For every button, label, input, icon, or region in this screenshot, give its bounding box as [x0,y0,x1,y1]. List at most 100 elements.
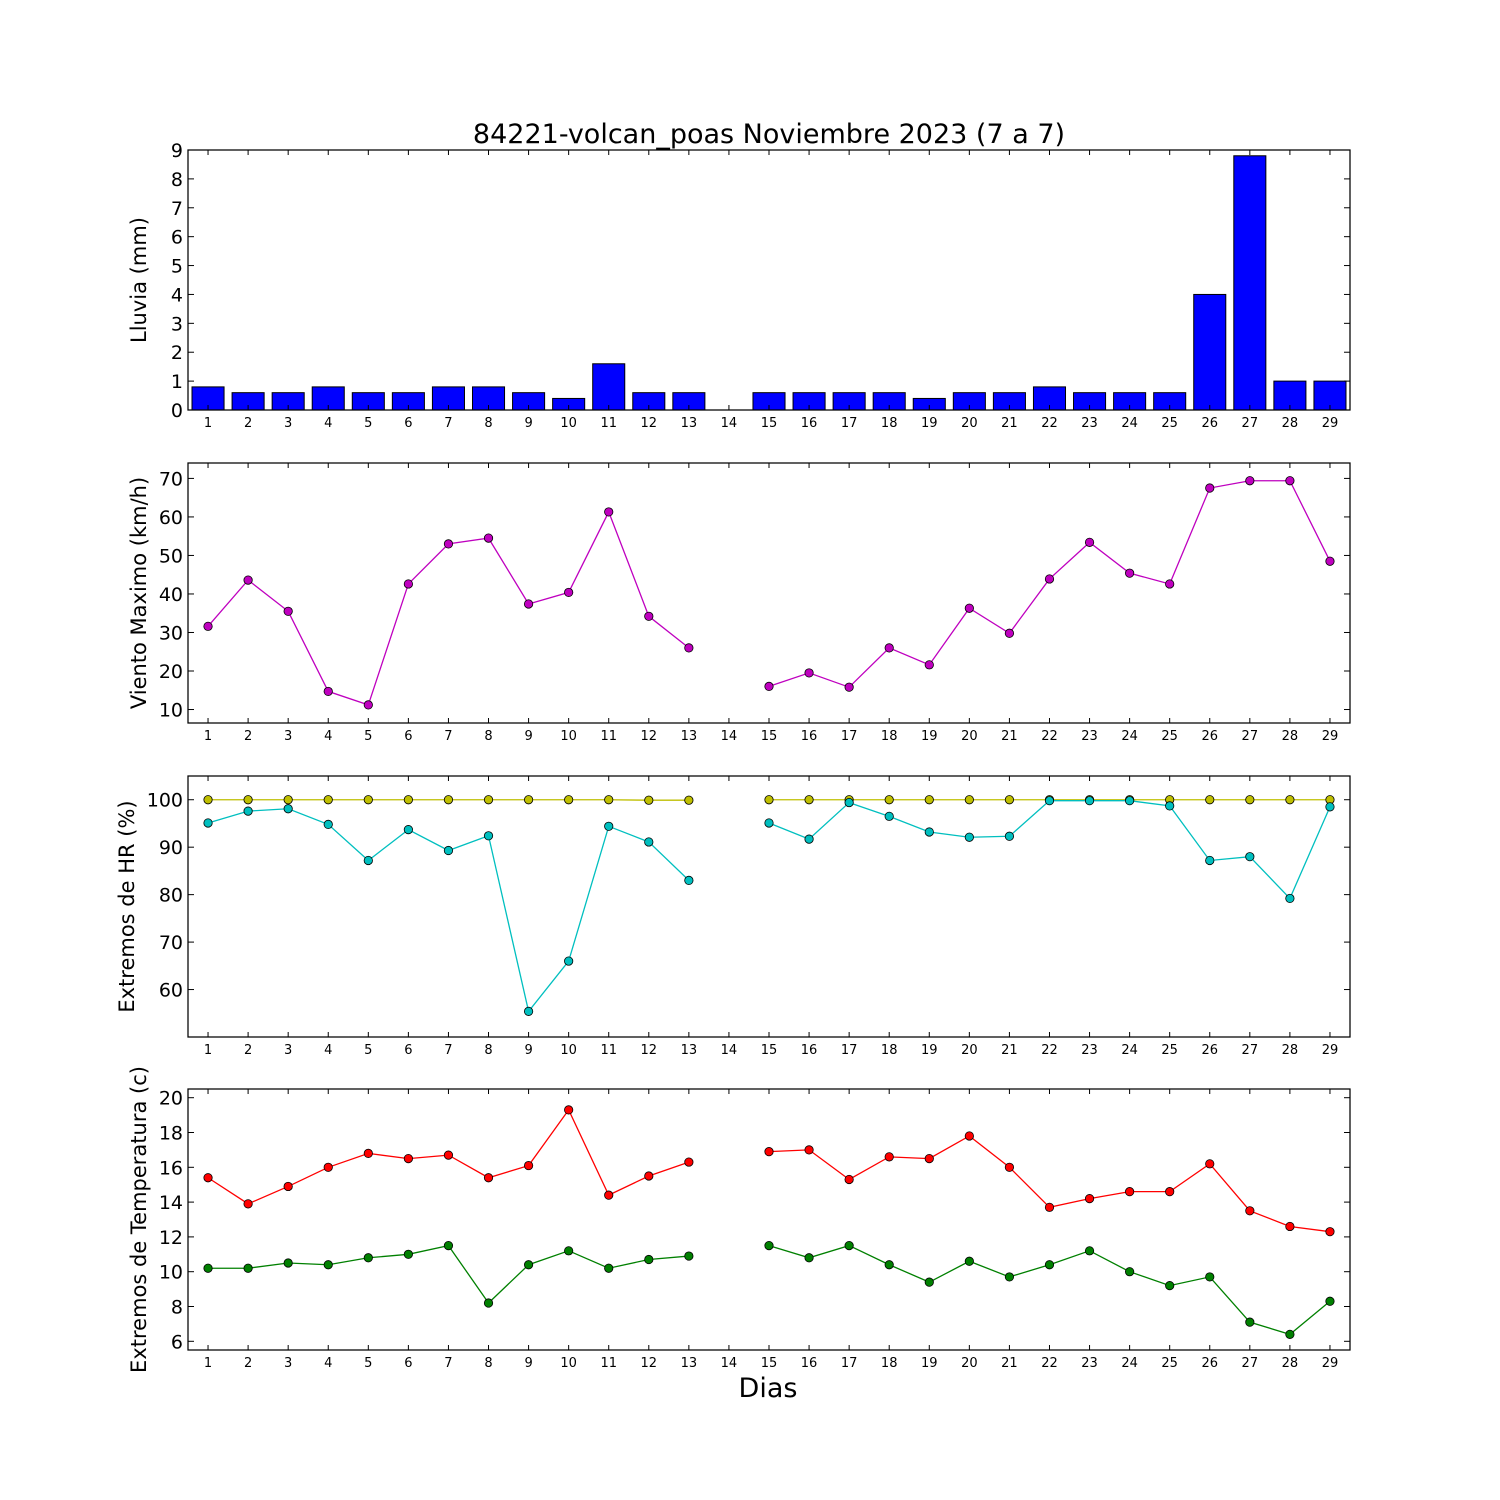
series-1-point-day-13 [684,1157,694,1167]
x-tick-label: 26 [1201,1043,1218,1058]
y-tick-label: 80 [159,885,183,907]
x-tick-label: 14 [721,729,738,744]
y-tick-label: 7 [171,198,183,220]
series-1-point-day-20 [964,603,974,613]
series-1-point-day-4 [323,1162,333,1172]
x-tick-label: 2 [244,416,252,431]
series-1-point-day-21 [1004,795,1015,805]
series-2-point-day-5 [363,1253,373,1263]
y-tick-label: 6 [171,227,183,249]
x-tick-label: 3 [284,1356,292,1371]
y-tick-label: 70 [159,932,183,954]
series-2-point-day-8 [483,831,494,841]
x-tick-label: 28 [1282,729,1299,744]
y-tick-label: 18 [159,1123,183,1145]
x-tick-label: 26 [1201,729,1218,744]
x-tick-label: 22 [1041,1356,1058,1371]
x-tick-label: 22 [1041,416,1058,431]
series-2-point-day-19 [924,827,934,837]
x-tick-label: 1 [204,416,212,431]
x-tick-label: 21 [1001,729,1018,744]
y-tick-label: 2 [171,342,183,364]
series-2-point-day-16 [804,1253,814,1263]
y-axis-label: Extremos de Temperatura (c) [127,1066,151,1373]
series-1-point-day-2 [243,575,253,585]
series-2-point-day-29 [1325,802,1335,812]
x-tick-label: 16 [801,1043,818,1058]
x-tick-label: 3 [284,416,292,431]
x-tick-label: 19 [921,1356,938,1371]
x-tick-label: 27 [1242,1043,1259,1058]
y-axis-label: Lluvia (mm) [127,217,151,343]
y-tick-label: 6 [171,1331,183,1353]
x-tick-label: 23 [1081,729,1098,744]
x-tick-label: 9 [524,729,532,744]
x-tick-label: 21 [1001,1043,1018,1058]
series-2-point-day-2 [243,806,253,816]
x-tick-label: 29 [1322,729,1339,744]
series-2-point-day-29 [1325,1296,1335,1306]
series-2-point-day-25 [1165,1281,1175,1291]
x-tick-label: 27 [1242,416,1259,431]
x-tick-label: 28 [1282,1356,1299,1371]
series-1-point-day-13 [684,643,694,653]
series-2-point-day-13 [684,875,694,886]
series-1-point-day-8 [483,533,494,543]
series-2-point-day-26 [1205,855,1215,866]
x-tick-label: 29 [1322,1356,1339,1371]
panel-1: 1 2 3 4 5 6 7 8 9 10 11 12 13 14 15 16 17 18 19 20 21 22 23 24 2… [127,140,1351,431]
series-1-point-day-7 [443,795,454,805]
series-1-point-day-12 [644,1171,654,1181]
x-tick-label: 14 [721,1043,738,1058]
series-2-line-1 [208,1244,689,1305]
y-tick-label: 5 [171,256,183,278]
y-tick-label: 8 [171,169,183,191]
x-tick-label: 12 [641,1356,658,1371]
x-tick-label: 1 [204,1043,212,1058]
series-2-point-day-18 [884,811,894,821]
series-2-point-day-23 [1084,1246,1095,1256]
series-2-point-day-2 [243,1263,253,1273]
x-tick-label: 4 [324,1356,332,1371]
series-1-point-day-5 [363,1148,373,1158]
x-tick-label: 1 [204,729,212,744]
series-1-point-day-9 [523,599,534,609]
series-2-point-day-3 [283,1258,293,1268]
series-2-point-day-15 [764,1241,774,1251]
series-1-point-day-18 [884,643,894,653]
series-1-point-day-19 [924,795,934,805]
x-tick-label: 23 [1081,416,1098,431]
x-tick-label: 8 [484,416,492,431]
y-tick-label: 8 [171,1297,183,1319]
series-2-point-day-28 [1285,1329,1295,1339]
x-tick-label: 27 [1242,729,1259,744]
x-tick-label: 12 [641,1043,658,1058]
x-tick-label: 16 [801,729,818,744]
series-1-point-day-22 [1044,574,1055,584]
x-tick-label: 20 [961,416,978,431]
x-tick-label: 19 [921,416,938,431]
series-2-point-day-15 [764,818,774,828]
x-tick-label: 16 [801,416,818,431]
x-tick-label: 14 [721,1356,738,1371]
y-axis-label: Viento Maximo (km/h) [127,477,151,709]
series-2-point-day-27 [1245,1317,1255,1327]
plot-frame [187,149,1351,411]
x-axis-label: Dias [739,1373,798,1404]
x-tick-label: 24 [1121,1043,1138,1058]
series-1-point-day-3 [283,795,293,805]
series-2-point-day-11 [604,1263,614,1273]
series-1-point-day-20 [964,795,974,805]
series-2-point-day-24 [1125,796,1135,806]
x-tick-label: 13 [681,729,698,744]
series-2-point-day-8 [483,1298,494,1308]
series-2-point-day-25 [1165,801,1175,811]
series-1-point-day-26 [1205,795,1215,805]
x-tick-label: 21 [1001,416,1018,431]
series-1-point-day-25 [1165,579,1175,589]
series-1-point-day-7 [443,539,454,549]
x-tick-label: 5 [364,729,372,744]
x-tick-label: 10 [560,416,577,431]
series-1-point-day-28 [1285,1221,1295,1232]
